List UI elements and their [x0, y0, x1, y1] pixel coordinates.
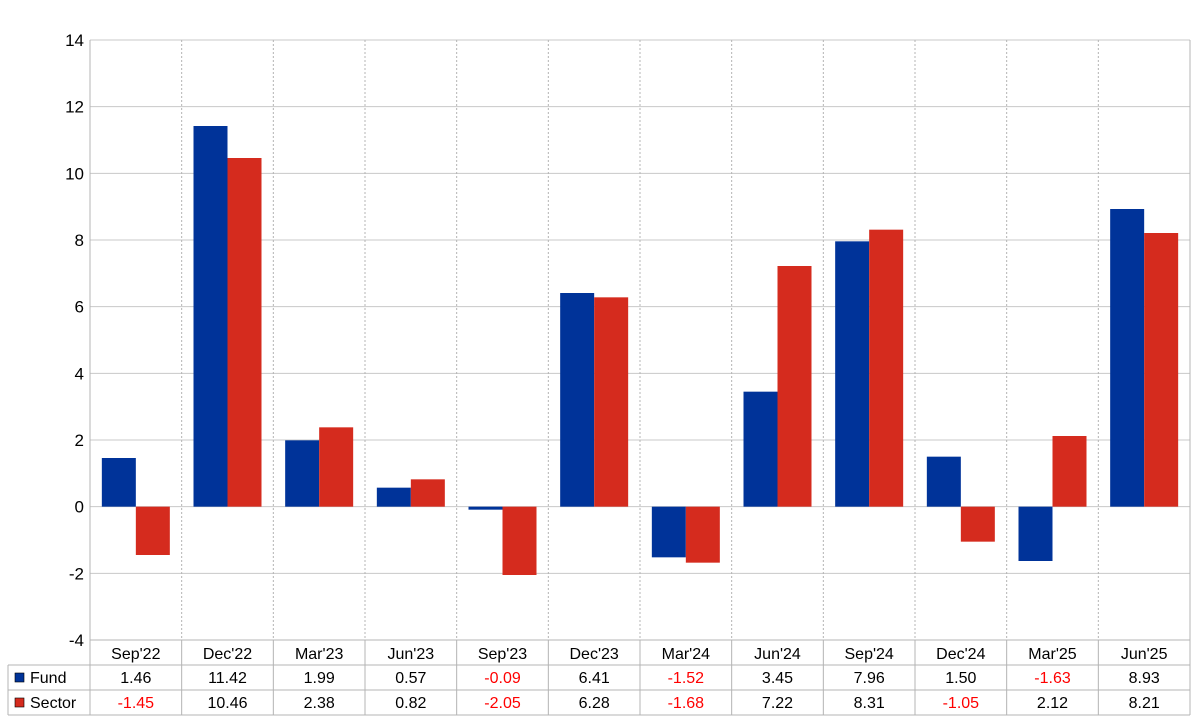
legend-swatch-fund	[14, 672, 25, 683]
data-label-fund: -0.09	[484, 670, 521, 687]
data-label-sector: 0.82	[395, 695, 426, 712]
y-tick-label: -2	[69, 564, 84, 583]
x-tick-label: Mar'24	[662, 646, 711, 663]
bar-fund-jun24	[743, 391, 778, 507]
bar-fund-dec22	[193, 126, 228, 507]
x-tick-label: Sep'22	[111, 646, 160, 663]
data-label-fund: 1.50	[945, 670, 976, 687]
x-tick-label: Dec'24	[936, 646, 985, 663]
y-tick-label: 6	[75, 298, 84, 317]
data-label-sector: -1.45	[118, 695, 155, 712]
bars	[101, 126, 1179, 575]
data-label-sector: 10.46	[207, 695, 247, 712]
x-tick-label: Mar'25	[1028, 646, 1077, 663]
legend-label-sector: Sector	[30, 695, 77, 712]
y-tick-label: 14	[65, 31, 84, 50]
bar-fund-dec24	[926, 456, 961, 507]
data-label-fund: 0.57	[395, 670, 426, 687]
data-label-fund: 3.45	[762, 670, 793, 687]
data-label-fund: -1.52	[668, 670, 705, 687]
y-tick-label: -4	[69, 631, 84, 650]
bar-fund-mar24	[651, 506, 686, 558]
bar-fund-sep22	[101, 458, 136, 507]
legend-swatch-sector	[14, 697, 25, 708]
bar-sector-jun25	[1144, 233, 1179, 507]
y-tick-label: 0	[75, 498, 84, 517]
bar-fund-mar23	[285, 440, 320, 507]
bar-sector-mar25	[1052, 436, 1087, 507]
data-label-fund: 7.96	[854, 670, 885, 687]
bar-fund-mar25	[1018, 506, 1053, 561]
x-tick-label: Jun'24	[754, 646, 801, 663]
bar-fund-dec23	[560, 293, 595, 507]
data-label-sector: -1.05	[943, 695, 980, 712]
x-tick-label: Dec'23	[570, 646, 619, 663]
bar-sector-sep22	[135, 506, 170, 555]
x-tick-label: Jun'23	[388, 646, 435, 663]
data-table: Sep'22 Dec'22 Mar'23 Jun'23 Sep'23 Dec'23 Mar'…	[7, 639, 1191, 716]
data-label-sector: -1.68	[668, 695, 705, 712]
bar-fund-jun23	[376, 487, 411, 507]
data-label-sector: -2.05	[484, 695, 521, 712]
x-tick-label: Sep'23	[478, 646, 527, 663]
x-tick-label: Jun'25	[1121, 646, 1168, 663]
y-tick-label: 2	[75, 431, 84, 450]
data-label-sector: 2.12	[1037, 695, 1068, 712]
y-axis-ticks: -4 -2 0 2 4 6 8 10 12 14	[65, 31, 84, 650]
data-label-sector: 8.21	[1129, 695, 1160, 712]
bar-sector-dec22	[227, 158, 262, 507]
data-label-fund: 8.93	[1129, 670, 1160, 687]
bar-sector-dec24	[960, 506, 995, 542]
legend-label-fund: Fund	[30, 670, 66, 687]
gridlines	[89, 39, 1191, 641]
bar-sector-sep23	[502, 506, 537, 575]
bar-fund-sep23	[468, 506, 503, 510]
data-label-fund: 1.46	[120, 670, 151, 687]
y-tick-label: 8	[75, 231, 84, 250]
y-tick-label: 10	[65, 164, 84, 183]
bar-fund-jun25	[1110, 209, 1145, 507]
bar-sector-jun24	[777, 266, 812, 507]
x-tick-label: Mar'23	[295, 646, 344, 663]
x-tick-label: Sep'24	[845, 646, 894, 663]
bar-fund-sep24	[835, 241, 870, 507]
bar-sector-mar23	[319, 427, 354, 507]
data-label-sector: 7.22	[762, 695, 793, 712]
bar-sector-jun23	[410, 479, 445, 507]
x-tick-label: Dec'22	[203, 646, 252, 663]
y-tick-label: 4	[75, 364, 84, 383]
data-label-fund: 11.42	[208, 670, 247, 687]
bar-sector-mar24	[685, 506, 720, 563]
data-label-sector: 6.28	[579, 695, 610, 712]
data-label-sector: 8.31	[854, 695, 885, 712]
y-tick-label: 12	[65, 98, 84, 117]
data-label-fund: 1.99	[304, 670, 335, 687]
data-label-fund: -1.63	[1034, 670, 1071, 687]
data-label-fund: 6.41	[579, 670, 610, 687]
data-label-sector: 2.38	[304, 695, 335, 712]
bar-sector-sep24	[869, 229, 904, 507]
bar-sector-dec23	[594, 297, 629, 507]
